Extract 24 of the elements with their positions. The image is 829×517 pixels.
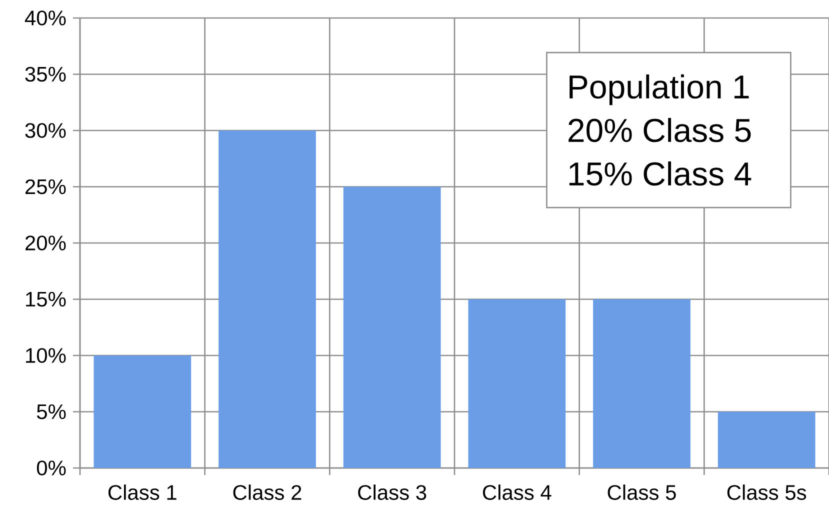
- y-tick-label: 35%: [25, 66, 66, 82]
- y-tick-label: 0%: [36, 460, 66, 476]
- y-tick-label: 10%: [26, 348, 66, 363]
- y-tick-label: 15%: [26, 292, 66, 307]
- bar: [718, 412, 816, 468]
- bar: [593, 299, 690, 468]
- x-tick-label: Class 1: [108, 484, 176, 500]
- annotation: Population 1: [570, 74, 749, 106]
- y-tick-label: 40%: [24, 10, 66, 26]
- y-tick-label: 30%: [25, 123, 66, 138]
- y-tick-label: 25%: [26, 179, 66, 194]
- y-tick-label: 5%: [36, 404, 66, 420]
- x-tick-label: Class 3: [358, 484, 426, 500]
- x-tick-label: Class 4: [482, 484, 552, 500]
- annotation: 20% Class 5: [568, 118, 751, 142]
- bar: [94, 356, 192, 468]
- bar: [343, 186, 441, 468]
- y-tick-label: 20%: [26, 236, 66, 250]
- x-tick-label: Class 2: [233, 484, 302, 500]
- annotation: 15% Class 4: [569, 161, 752, 186]
- bar: [218, 130, 316, 468]
- x-tick-label: Class 5s: [727, 484, 806, 500]
- bar: [468, 299, 566, 468]
- x-tick-label: Class 5: [608, 484, 676, 500]
